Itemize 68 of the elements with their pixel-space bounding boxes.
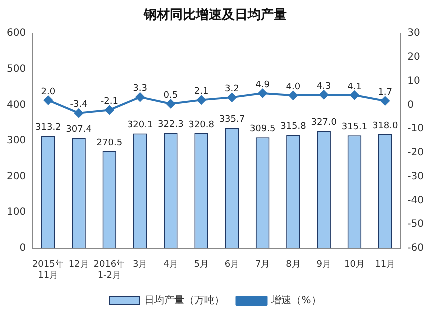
data-label: -3.4 [70,100,88,110]
data-label: 0.5 [164,90,178,101]
y2-tick-label: -10 [408,124,424,135]
x-tick-label: 6月 [224,260,240,270]
chart-title: 钢材同比增速及日均产量 [143,7,287,24]
point [136,92,145,102]
point [380,96,390,106]
point [74,108,84,118]
data-label: 313.2 [36,123,62,134]
point [166,100,176,109]
y2-tick-label: -30 [408,171,424,182]
y2-tick-label: 10 [408,76,420,87]
x-tick-label: 10月 [344,260,365,270]
x-tick-label: 7月 [255,260,270,270]
y2-tick-label: 0 [408,100,414,111]
x-tick-label: 3月 [132,260,148,270]
data-label: 318.0 [372,121,399,132]
x-tick-label: 2016年 1-2月 [94,259,126,281]
y2-tick-label: 30 [408,28,420,40]
data-label: 315.1 [342,122,368,132]
data-label: 4.0 [286,82,301,92]
data-label: 315.8 [280,122,307,132]
x-tick-label: 8月 [286,260,301,270]
point [197,96,206,105]
data-label: 320.1 [127,120,154,131]
data-label: 3.2 [225,84,240,94]
point [44,96,53,105]
x-tick-label: 4月 [164,260,178,270]
legend-label: 增速（%） [270,294,322,307]
point [350,90,360,100]
point [288,91,298,100]
point [105,106,114,115]
data-label: 2.1 [194,87,209,98]
data-label: 4.3 [316,82,332,92]
y-tick-label: 300 [6,136,26,147]
y-tick-label: 200 [6,171,26,182]
y2-tick-label: -40 [408,195,424,206]
y-tick-label: 500 [6,64,26,75]
y2-tick-label: -60 [408,242,424,254]
data-label: 322.3 [158,120,184,130]
data-label: 320.8 [188,120,215,130]
x-tick-label: 9月 [316,260,332,270]
data-label: 327.0 [311,118,338,128]
data-label: 4.1 [348,82,362,92]
y-tick-label: 0 [20,242,26,254]
x-tick-label: 2015年 11月 [32,259,64,281]
data-label: 307.4 [66,125,92,136]
data-label: 2.0 [41,87,56,98]
y2-tick-label: -50 [408,219,424,230]
data-label: -2.1 [100,97,118,108]
y-tick-label: 600 [6,28,26,40]
x-tick-label: 5月 [194,260,209,270]
x-tick-label: 12月 [68,260,90,270]
y2-tick-label: -20 [408,148,424,159]
legend-label: 日均产量（万吨） [144,294,225,307]
data-label: 1.7 [378,88,393,98]
data-label: 309.5 [250,124,276,134]
y2-tick-label: 20 [408,52,420,64]
point [258,89,268,98]
y-tick-label: 400 [6,100,26,111]
data-label: 335.7 [219,115,246,126]
x-tick-label: 11月 [375,260,396,270]
data-label: 270.5 [96,138,123,148]
point [228,93,237,102]
data-label: 4.9 [256,80,270,90]
y-tick-label: 100 [6,207,26,218]
point [320,90,329,100]
data-label: 3.3 [133,84,148,94]
